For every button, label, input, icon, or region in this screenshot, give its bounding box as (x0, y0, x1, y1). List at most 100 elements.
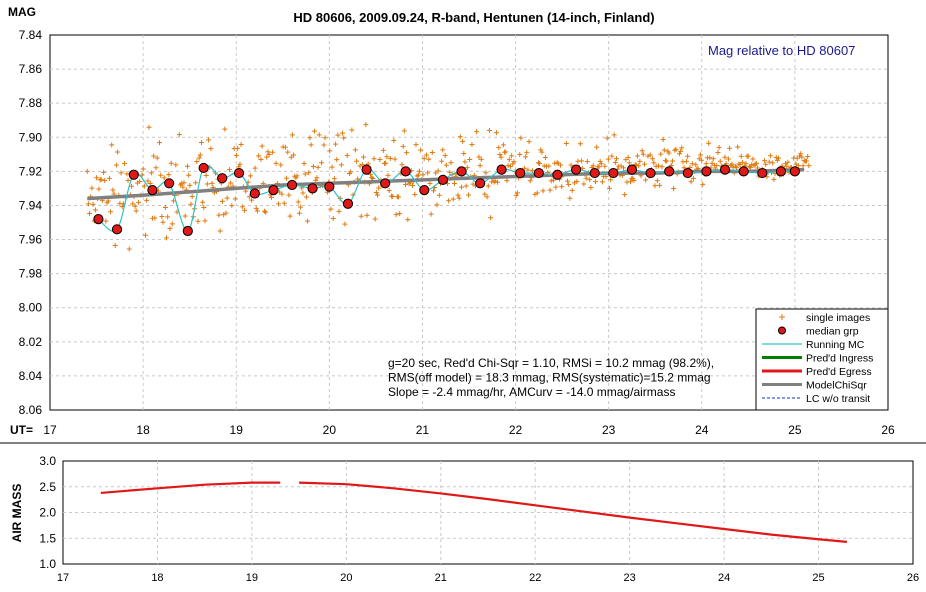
single-image-point (493, 130, 499, 136)
single-image-point (530, 168, 536, 174)
single-image-point (678, 148, 684, 154)
single-image-point (103, 218, 109, 224)
single-image-point (797, 153, 803, 159)
single-image-point (316, 132, 322, 138)
single-image-point (509, 153, 515, 159)
median-grp-point (164, 178, 175, 189)
y-tick-label: 8.04 (19, 369, 43, 383)
single-image-point (333, 141, 339, 147)
magnitude-x-ticks: 17 18 19 20 21 22 23 24 25 26 (43, 423, 895, 437)
single-image-point (659, 164, 665, 170)
single-image-point (434, 202, 440, 208)
single-image-point (776, 155, 782, 161)
single-image-point (386, 188, 392, 194)
single-image-point (310, 164, 316, 170)
single-image-point (620, 165, 626, 171)
single-image-point (539, 149, 545, 155)
single-image-point (745, 153, 751, 159)
single-image-point (243, 188, 249, 194)
legend-entry: ModelChiSqr (762, 380, 867, 392)
single-image-point (194, 159, 200, 165)
single-image-point (507, 163, 513, 169)
single-image-point (541, 163, 547, 169)
x-tick-label: 20 (340, 572, 352, 584)
single-image-point (673, 146, 679, 152)
single-image-point (371, 156, 377, 162)
single-image-point (505, 163, 511, 169)
single-image-point (415, 172, 421, 178)
single-image-point (186, 172, 192, 178)
single-image-point (319, 160, 325, 166)
single-image-point (486, 128, 492, 133)
single-image-point (762, 158, 768, 164)
median-grp-point (198, 162, 209, 174)
single-image-point (443, 162, 449, 168)
single-image-point (233, 152, 239, 158)
single-image-point (385, 172, 391, 178)
single-image-point (265, 149, 271, 155)
single-image-point (503, 149, 509, 155)
single-image-point (607, 185, 613, 191)
single-image-point (414, 173, 420, 179)
single-image-point (604, 135, 610, 141)
single-image-point (373, 190, 379, 196)
single-image-point (118, 170, 124, 176)
legend-label: single images (806, 312, 870, 324)
single-image-point (187, 182, 193, 188)
single-image-point (84, 168, 90, 174)
single-image-point (639, 148, 645, 154)
single-image-point (469, 141, 475, 147)
single-image-point (307, 135, 313, 141)
single-image-point (784, 163, 790, 169)
median-grp-point (608, 167, 619, 179)
single-image-point (681, 165, 687, 171)
single-image-point (676, 151, 682, 157)
single-image-point (581, 181, 587, 187)
x-tick-label: 22 (509, 423, 523, 437)
single-image-point (523, 154, 529, 160)
single-image-point (766, 159, 772, 165)
single-image-point (538, 147, 544, 153)
legend-swatch (778, 326, 786, 335)
single-image-point (588, 184, 594, 190)
median-grp-point (552, 169, 563, 180)
legend-entry: Running MC (762, 339, 865, 351)
single-image-point (590, 163, 596, 169)
single-image-point (344, 152, 350, 158)
median-grp-point (286, 179, 298, 191)
single-image-point (308, 142, 314, 148)
single-image-point (96, 186, 102, 192)
single-image-point (631, 177, 637, 183)
single-image-point (795, 163, 801, 169)
x-tick-label: 18 (151, 572, 163, 584)
single-image-point (383, 160, 389, 166)
y-tick-label: 7.90 (19, 130, 43, 144)
single-image-point (722, 154, 728, 160)
single-image-point (334, 157, 340, 163)
single-image-point (456, 195, 462, 201)
single-image-point (630, 175, 636, 181)
legend-swatch (779, 314, 785, 320)
median-grp-point (268, 185, 279, 196)
single-image-point (300, 190, 306, 196)
reference-annotation: Mag relative to HD 80607 (708, 43, 855, 58)
single-image-point (478, 156, 484, 162)
median-grp-point (738, 166, 749, 177)
single-image-point (391, 137, 397, 143)
single-image-point (569, 187, 575, 193)
median-grp-point (626, 164, 638, 175)
single-image-point (348, 169, 354, 175)
single-image-point (180, 184, 186, 190)
single-image-point (113, 162, 119, 168)
airmass-y-label: AIR MASS (10, 484, 24, 543)
single-image-point (132, 203, 138, 209)
single-image-point (376, 185, 382, 191)
single-image-point (697, 152, 703, 158)
single-image-point (655, 163, 661, 169)
single-image-point (767, 153, 773, 159)
y-tick-label: 3.0 (39, 454, 56, 468)
single-image-point (387, 155, 393, 161)
single-image-point (420, 172, 426, 178)
single-image-point (526, 139, 532, 145)
single-image-point (179, 180, 185, 186)
